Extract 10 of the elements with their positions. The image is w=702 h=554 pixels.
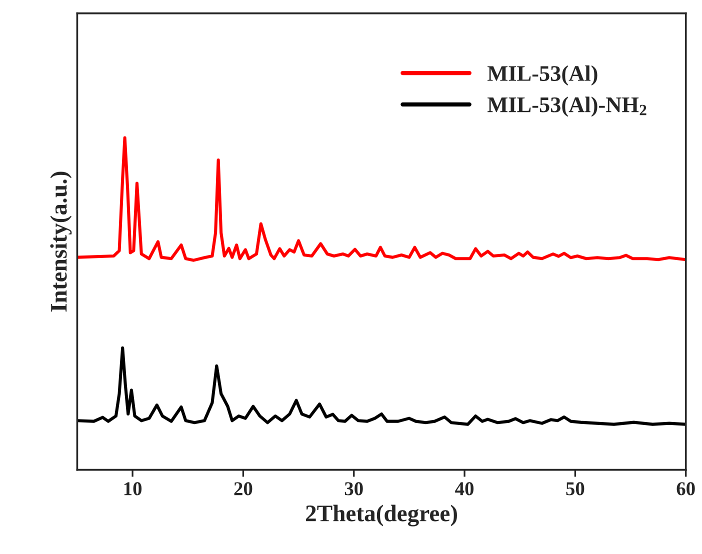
x-tick-label: 40 [455, 482, 474, 496]
legend-label: MIL-53(Al)-NH$_{2}$ [488, 96, 646, 117]
x-axis-title: 2Theta(degree) [306, 504, 457, 526]
y-axis-title: Intensity(a.u.) [50, 172, 72, 312]
x-tick-label: 30 [344, 482, 363, 496]
legend-label: MIL-53(Al) [488, 65, 598, 86]
x-tick-label: 50 [566, 482, 584, 496]
x-tick-label: 10 [124, 482, 142, 496]
x-tick-label: 60 [676, 482, 695, 496]
x-tick-label: 20 [234, 482, 252, 496]
